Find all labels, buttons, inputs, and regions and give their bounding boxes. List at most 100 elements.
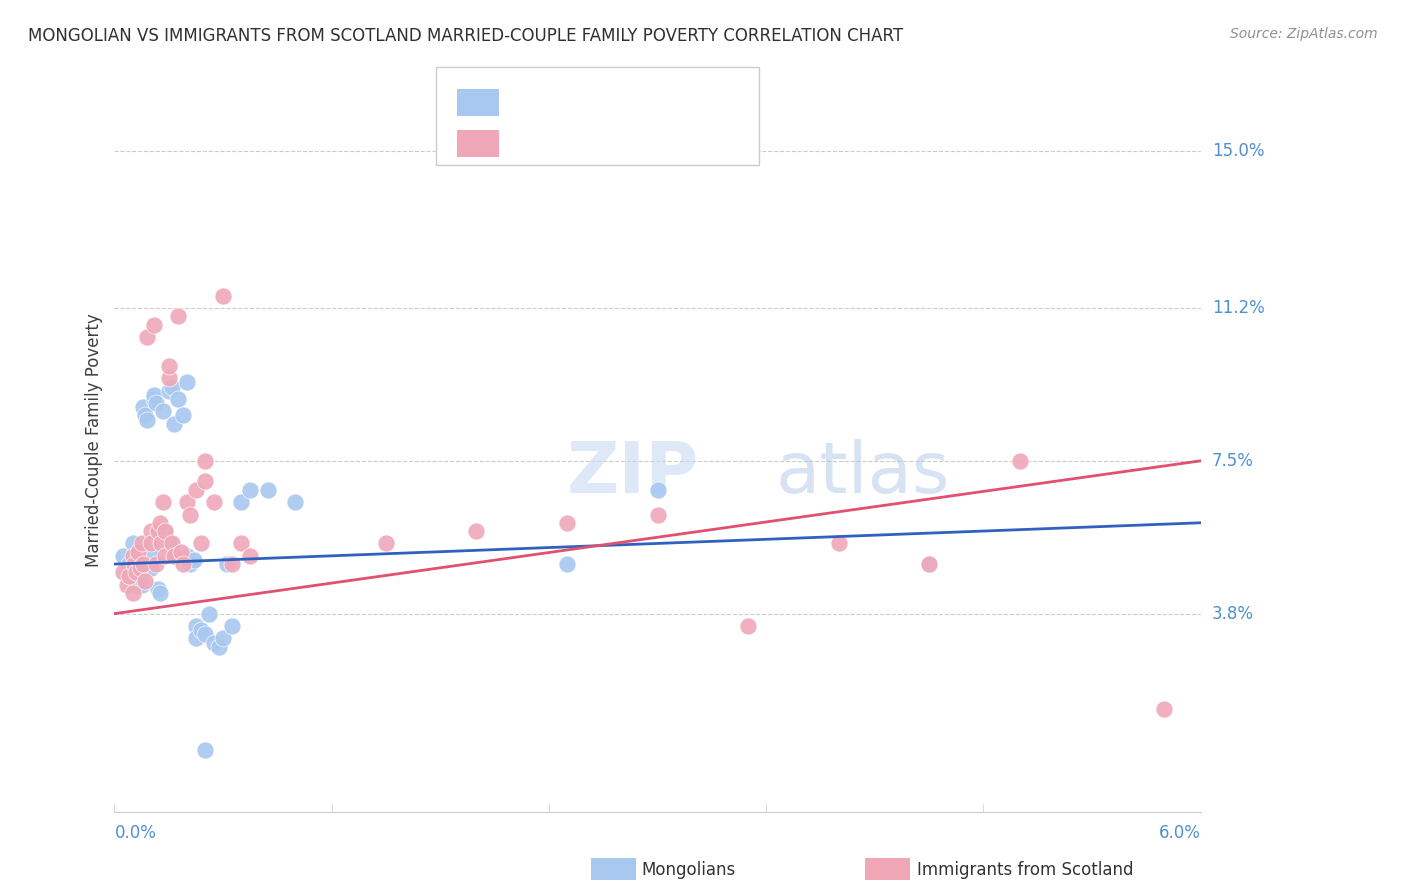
Point [176, 495, 198, 509]
Text: 6.0%: 6.0% [1159, 824, 1201, 842]
Text: MONGOLIAN VS IMMIGRANTS FROM SCOTLAND MARRIED-COUPLE FAMILY POVERTY CORRELATION : MONGOLIAN VS IMMIGRANTS FROM SCOTLAND MA… [28, 27, 903, 45]
Point [183, 553, 205, 567]
Point [194, 743, 217, 757]
Point [112, 566, 135, 580]
Y-axis label: Married-Couple Family Poverty: Married-Couple Family Poverty [86, 313, 103, 567]
Text: N =: N = [605, 91, 657, 109]
Point [194, 627, 217, 641]
Point [284, 495, 307, 509]
Point [1153, 701, 1175, 715]
Text: Immigrants from Scotland: Immigrants from Scotland [917, 861, 1133, 879]
Point [827, 536, 849, 550]
Point [184, 483, 207, 497]
Point [176, 549, 198, 563]
Point [212, 632, 235, 646]
Point [121, 586, 143, 600]
Point [153, 549, 176, 563]
Point [121, 566, 143, 580]
Point [127, 569, 149, 583]
Point [190, 536, 212, 550]
Point [239, 549, 262, 563]
Text: 48: 48 [651, 91, 676, 109]
Point [197, 607, 219, 621]
Point [143, 392, 166, 406]
Text: 11.2%: 11.2% [1212, 299, 1264, 317]
Point [184, 632, 207, 646]
Point [134, 409, 156, 423]
Point [131, 566, 153, 580]
Point [115, 578, 138, 592]
Point [166, 310, 188, 324]
Point [152, 404, 174, 418]
Point [128, 557, 150, 571]
Text: N =: N = [605, 132, 657, 150]
Point [215, 557, 238, 571]
Point [239, 483, 262, 497]
Point [125, 574, 148, 588]
Point [131, 578, 153, 592]
Point [136, 412, 159, 426]
Point [179, 508, 201, 522]
Point [208, 640, 231, 654]
Point [118, 557, 141, 571]
Point [121, 549, 143, 563]
Point [465, 524, 488, 538]
Point [157, 536, 180, 550]
Text: Source: ZipAtlas.com: Source: ZipAtlas.com [1230, 27, 1378, 41]
Point [190, 623, 212, 637]
Point [194, 475, 217, 489]
Point [128, 561, 150, 575]
Point [118, 569, 141, 583]
Point [124, 557, 146, 571]
Point [221, 619, 243, 633]
Point [202, 495, 225, 509]
Point [184, 619, 207, 633]
Point [146, 524, 169, 538]
Text: R =: R = [510, 132, 550, 150]
Point [157, 359, 180, 373]
Point [157, 371, 180, 385]
Point [127, 544, 149, 558]
Point [134, 574, 156, 588]
Text: R =: R = [510, 91, 550, 109]
Point [153, 524, 176, 538]
Point [145, 557, 167, 571]
Point [143, 388, 166, 402]
Point [132, 400, 155, 414]
Point [202, 635, 225, 649]
Text: atlas: atlas [775, 439, 949, 508]
Text: 50: 50 [651, 132, 676, 150]
Point [647, 508, 669, 522]
Point [166, 392, 188, 406]
Point [132, 557, 155, 571]
Point [231, 536, 253, 550]
Point [149, 586, 172, 600]
Point [162, 536, 184, 550]
Point [1008, 454, 1031, 468]
Point [149, 516, 172, 530]
Point [157, 384, 180, 398]
Text: 15.0%: 15.0% [1212, 142, 1264, 161]
Point [163, 549, 186, 563]
Point [257, 483, 280, 497]
Text: Mongolians: Mongolians [641, 861, 735, 879]
Point [555, 557, 578, 571]
Point [121, 536, 143, 550]
Text: 3.8%: 3.8% [1212, 605, 1254, 623]
Point [153, 524, 176, 538]
Point [737, 619, 759, 633]
Point [139, 536, 162, 550]
Point [221, 557, 243, 571]
Text: ZIP: ZIP [567, 439, 699, 508]
Point [150, 536, 173, 550]
Point [143, 318, 166, 332]
Point [231, 495, 253, 509]
Point [172, 557, 194, 571]
Text: 0.027: 0.027 [553, 91, 609, 109]
Point [179, 557, 201, 571]
Point [125, 578, 148, 592]
Point [152, 495, 174, 509]
Point [176, 376, 198, 390]
Point [170, 544, 193, 558]
Point [918, 557, 941, 571]
